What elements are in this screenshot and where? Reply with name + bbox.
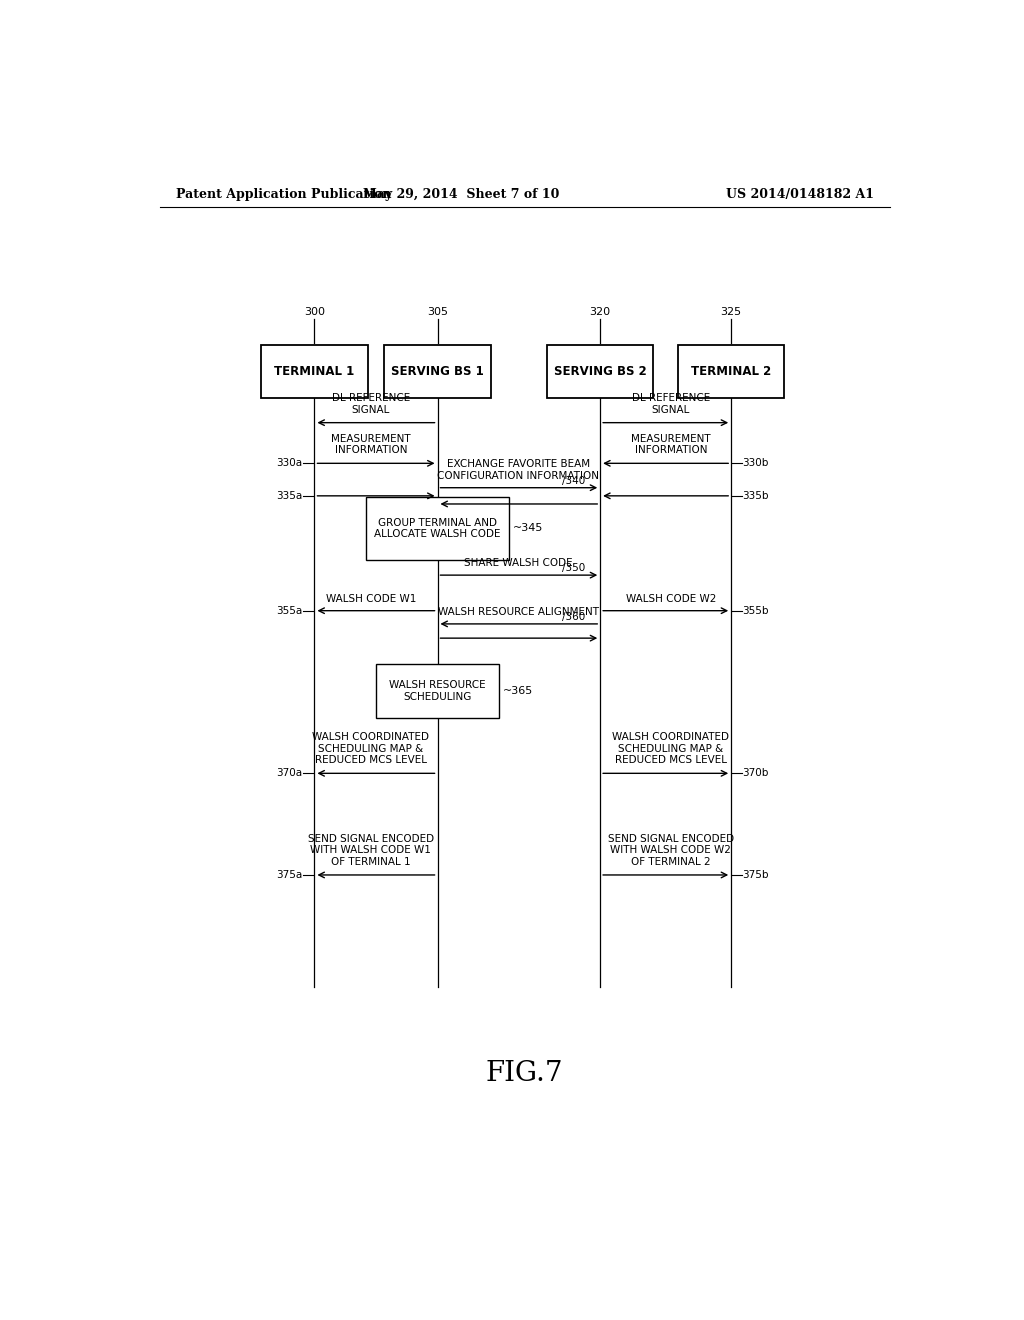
- Text: SEND SIGNAL ENCODED
WITH WALSH CODE W2
OF TERMINAL 2: SEND SIGNAL ENCODED WITH WALSH CODE W2 O…: [608, 834, 734, 867]
- Text: SERVING BS 1: SERVING BS 1: [391, 366, 484, 379]
- Text: 375b: 375b: [742, 870, 769, 880]
- Text: MEASUREMENT
INFORMATION: MEASUREMENT INFORMATION: [631, 433, 711, 455]
- Text: 370a: 370a: [276, 768, 303, 779]
- FancyBboxPatch shape: [261, 346, 368, 399]
- Text: 370b: 370b: [742, 768, 769, 779]
- Text: 330b: 330b: [742, 458, 769, 469]
- Text: /360: /360: [562, 612, 586, 622]
- Text: /350: /350: [562, 564, 586, 573]
- FancyBboxPatch shape: [367, 496, 509, 560]
- Text: WALSH RESOURCE ALIGNMENT: WALSH RESOURCE ALIGNMENT: [438, 607, 599, 616]
- FancyBboxPatch shape: [547, 346, 653, 399]
- Text: May 29, 2014  Sheet 7 of 10: May 29, 2014 Sheet 7 of 10: [364, 189, 559, 202]
- Text: SHARE WALSH CODE: SHARE WALSH CODE: [464, 558, 572, 568]
- Text: 325: 325: [721, 308, 741, 317]
- Text: WALSH CODE W1: WALSH CODE W1: [326, 594, 416, 603]
- Text: 355b: 355b: [742, 606, 769, 615]
- Text: 320: 320: [590, 308, 610, 317]
- FancyBboxPatch shape: [678, 346, 784, 399]
- Text: TERMINAL 2: TERMINAL 2: [691, 366, 771, 379]
- Text: FIG.7: FIG.7: [486, 1060, 563, 1086]
- Text: SEND SIGNAL ENCODED
WITH WALSH CODE W1
OF TERMINAL 1: SEND SIGNAL ENCODED WITH WALSH CODE W1 O…: [308, 834, 434, 867]
- Text: WALSH CODE W2: WALSH CODE W2: [626, 594, 716, 603]
- FancyBboxPatch shape: [384, 346, 490, 399]
- Text: DL REFERENCE
SIGNAL: DL REFERENCE SIGNAL: [632, 393, 710, 414]
- Text: /340: /340: [562, 475, 586, 486]
- Text: ~365: ~365: [504, 686, 534, 696]
- Text: TERMINAL 1: TERMINAL 1: [274, 366, 354, 379]
- Text: WALSH COORDINATED
SCHEDULING MAP &
REDUCED MCS LEVEL: WALSH COORDINATED SCHEDULING MAP & REDUC…: [312, 733, 429, 766]
- Text: EXCHANGE FAVORITE BEAM
CONFIGURATION INFORMATION: EXCHANGE FAVORITE BEAM CONFIGURATION INF…: [437, 459, 599, 480]
- Text: 335b: 335b: [742, 491, 769, 500]
- Text: ~345: ~345: [513, 523, 544, 533]
- Text: WALSH RESOURCE
SCHEDULING: WALSH RESOURCE SCHEDULING: [389, 680, 485, 702]
- Text: DL REFERENCE
SIGNAL: DL REFERENCE SIGNAL: [332, 393, 410, 414]
- Text: GROUP TERMINAL AND
ALLOCATE WALSH CODE: GROUP TERMINAL AND ALLOCATE WALSH CODE: [374, 517, 501, 539]
- Text: MEASUREMENT
INFORMATION: MEASUREMENT INFORMATION: [331, 433, 411, 455]
- Text: SERVING BS 2: SERVING BS 2: [554, 366, 646, 379]
- Text: 330a: 330a: [276, 458, 303, 469]
- Text: 305: 305: [427, 308, 449, 317]
- Text: 300: 300: [304, 308, 325, 317]
- Text: 355a: 355a: [276, 606, 303, 615]
- Text: US 2014/0148182 A1: US 2014/0148182 A1: [726, 189, 873, 202]
- Text: 335a: 335a: [276, 491, 303, 500]
- Text: WALSH COORDINATED
SCHEDULING MAP &
REDUCED MCS LEVEL: WALSH COORDINATED SCHEDULING MAP & REDUC…: [612, 733, 729, 766]
- Text: Patent Application Publication: Patent Application Publication: [176, 189, 391, 202]
- FancyBboxPatch shape: [377, 664, 499, 718]
- Text: 375a: 375a: [276, 870, 303, 880]
